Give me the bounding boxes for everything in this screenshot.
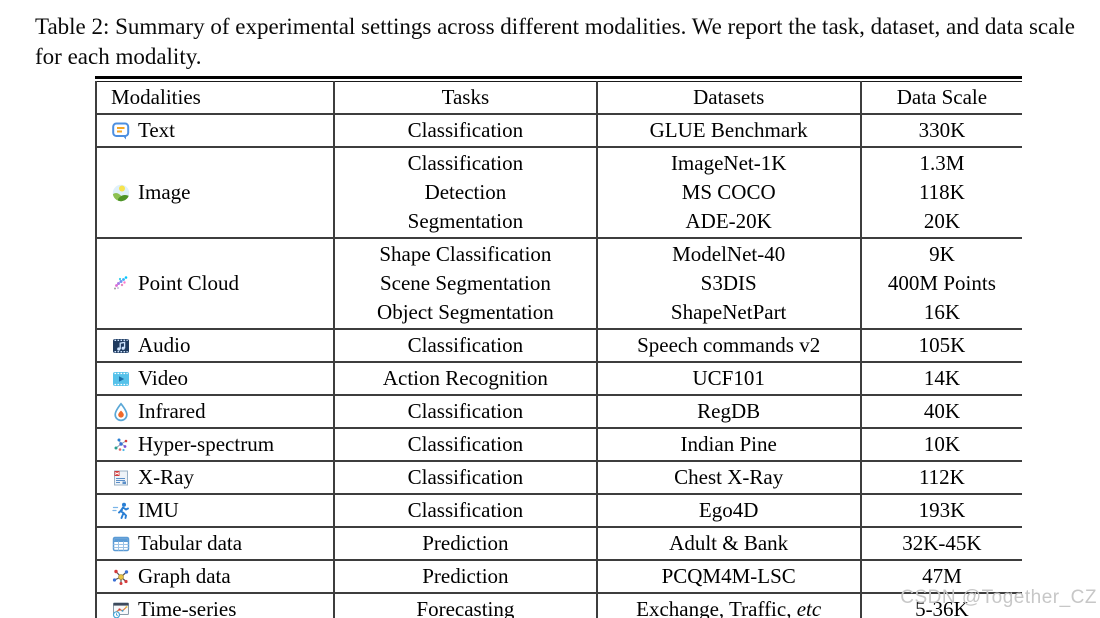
image-icon [112, 184, 130, 202]
tasks-cell: Classification [333, 113, 597, 147]
table-row-text: Text Classification GLUE Benchmark 330K [96, 113, 1022, 147]
datasets-cell: ImageNet-1K MS COCO ADE-20K [595, 146, 861, 238]
modality-cell: Hyper-spectrum [96, 427, 335, 461]
modality-cell: Video [96, 361, 335, 395]
modality-label: Graph data [138, 564, 231, 588]
scale-cell: 105K [859, 328, 1022, 362]
scale-cell: 47M [859, 559, 1022, 593]
datasets-cell: PCQM4M-LSC [595, 559, 861, 593]
modality-cell: IMU [96, 493, 335, 527]
time-series-icon [112, 602, 129, 618]
table-row-imu: IMU Classification Ego4D 193K [96, 493, 1022, 527]
tasks-cell: Classification [333, 394, 597, 428]
scale-cell: 40K [859, 394, 1022, 428]
tasks-cell: Action Recognition [333, 361, 597, 395]
tasks-cell: Forecasting [333, 592, 597, 618]
header-row: Modalities Tasks Datasets Data Scale [96, 81, 1022, 114]
scale-cell: 10K [859, 427, 1022, 461]
tasks-cell: Classification [333, 427, 597, 461]
video-icon [113, 372, 129, 386]
scale-cell: 112K [859, 460, 1022, 494]
table-row-x-ray: X-Ray Classification Chest X-Ray 112K [96, 460, 1022, 494]
col-header-datasets: Datasets [595, 81, 861, 114]
table-caption: Table 2: Summary of experimental setting… [35, 14, 1075, 69]
datasets-cell: Speech commands v2 [595, 328, 861, 362]
modality-cell: X-Ray [96, 460, 335, 494]
tasks-cell: Prediction [333, 526, 597, 560]
table-row-time-series: Time-series Forecasting Exchange, Traffi… [96, 592, 1022, 618]
modality-label: Audio [138, 333, 191, 357]
modality-label: Text [138, 118, 176, 142]
modality-label: Hyper-spectrum [138, 432, 275, 456]
tasks-cell: Classification [333, 328, 597, 362]
modality-cell: Infrared [96, 394, 335, 428]
table-row-tabular-data: Tabular data Prediction Adult & Bank 32K… [96, 526, 1022, 560]
datasets-etc: etc [796, 597, 822, 618]
modality-cell: Text [96, 113, 335, 147]
modality-label: Video [138, 366, 189, 390]
scale-cell: 1.3M 118K 20K [859, 146, 1022, 238]
col-header-tasks: Tasks [333, 81, 597, 114]
tasks-cell: Prediction [333, 559, 597, 593]
datasets-cell: ModelNet-40 S3DIS ShapeNetPart [595, 237, 861, 329]
modality-label: Point Cloud [138, 271, 239, 295]
point-cloud-icon [114, 276, 128, 290]
imu-icon [112, 502, 129, 519]
col-header-data-scale: Data Scale [859, 81, 1022, 114]
scale-cell: 5-36K [859, 592, 1022, 618]
datasets-cell: RegDB [595, 394, 861, 428]
tasks-cell: Shape Classification Scene Segmentation … [333, 237, 597, 329]
modality-label: Tabular data [138, 531, 243, 555]
datasets-cell: Ego4D [595, 493, 861, 527]
modality-cell: Audio [96, 328, 335, 362]
modality-label: Time-series [138, 597, 237, 618]
summary-table: Modalities Tasks Datasets Data Scale Tex… [95, 76, 1022, 618]
table-row-infrared: Infrared Classification RegDB 40K [96, 394, 1022, 428]
tabular-data-icon [112, 536, 130, 552]
table-row-hyper-spectrum: Hyper-spectrum Classification Indian Pin… [96, 427, 1022, 461]
modality-cell: Graph data [96, 559, 335, 593]
modality-cell: Time-series [96, 592, 335, 618]
scale-cell: 14K [859, 361, 1022, 395]
tasks-cell: Classification Detection Segmentation [333, 146, 597, 238]
scale-cell: 9K 400M Points 16K [859, 237, 1022, 329]
modality-label: X-Ray [138, 465, 194, 489]
modality-label: IMU [138, 498, 179, 522]
modality-label: Infrared [138, 399, 206, 423]
scale-cell: 32K-45K [859, 526, 1022, 560]
scale-cell: 193K [859, 493, 1022, 527]
audio-icon [113, 339, 129, 353]
table-row-graph-data: Graph data Prediction PCQM4M-LSC 47M [96, 559, 1022, 593]
datasets-cell: Adult & Bank [595, 526, 861, 560]
col-header-modalities: Modalities [111, 85, 201, 109]
datasets-cell: Chest X-Ray [595, 460, 861, 494]
modality-cell: Image [96, 146, 335, 238]
tasks-cell: Classification [333, 460, 597, 494]
datasets-cell: Indian Pine [595, 427, 861, 461]
datasets-cell: Exchange, Traffic, etc [595, 592, 861, 618]
table-row-point-cloud: Point Cloud Shape Classification Scene S… [96, 237, 1022, 329]
csdn-watermark: CSDN @Together_CZ [900, 587, 1097, 608]
infrared-icon [114, 402, 128, 422]
datasets-cell: GLUE Benchmark [595, 113, 861, 147]
tasks-cell: Classification [333, 493, 597, 527]
modality-cell: Point Cloud [96, 237, 335, 329]
table-row-audio: Audio Classification Speech commands v2 … [96, 328, 1022, 362]
datasets-cell: UCF101 [595, 361, 861, 395]
x-ray-icon [114, 470, 128, 486]
graph-data-icon [112, 569, 129, 585]
hyper-spectrum-icon [114, 438, 128, 452]
modality-label: Image [138, 180, 191, 204]
table-row-video: Video Action Recognition UCF101 14K [96, 361, 1022, 395]
modality-cell: Tabular data [96, 526, 335, 560]
text-icon [112, 122, 130, 140]
table-row-image: Image Classification Detection Segmentat… [96, 146, 1022, 238]
scale-cell: 330K [859, 113, 1022, 147]
modalities-table: Modalities Tasks Datasets Data Scale Tex… [95, 81, 1022, 618]
